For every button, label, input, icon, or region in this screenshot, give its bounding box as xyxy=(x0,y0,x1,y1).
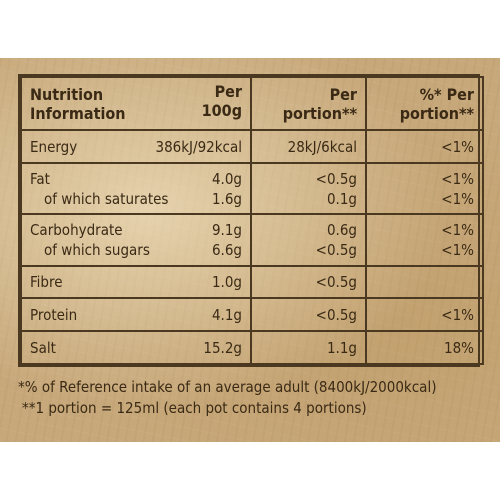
row-per100: 9.1g xyxy=(212,220,242,240)
row-sub-portion: <0.5g xyxy=(260,240,357,260)
carbohydrate-name-cell: Carbohydrate 9.1g of which sugars 6.6g xyxy=(21,214,251,265)
fat-name-cell: Fat 4.0g of which saturates 1.6g xyxy=(21,163,251,214)
row-sub-name: of which saturates xyxy=(30,189,168,209)
row-sub-name: of which sugars xyxy=(30,240,150,260)
table-header-row: Nutrition Information Per 100g Per porti… xyxy=(21,77,483,130)
footnote-reference-intake: *% of Reference intake of an average adu… xyxy=(18,377,488,398)
fibre-name-cell: Fibre 1.0g xyxy=(21,266,251,299)
row-portion: 28kJ/6kcal xyxy=(251,130,366,163)
row-sub-per100: 6.6g xyxy=(212,240,242,260)
fat-portion-cell: <0.5g 0.1g xyxy=(251,163,366,214)
nutrition-table: Nutrition Information Per 100g Per porti… xyxy=(18,74,480,367)
row-portion: <0.5g xyxy=(251,266,366,299)
header-portion-line1: Per xyxy=(260,85,357,104)
row-ri: <1% xyxy=(375,169,474,189)
row-portion: 1.1g xyxy=(251,331,366,364)
footnote-portion-size: **1 portion = 125ml (each pot contains 4… xyxy=(18,398,488,419)
row-ri: <1% xyxy=(366,298,483,331)
row-name: Salt xyxy=(30,338,56,358)
energy-name-cell: Energy 386kJ/92kcal xyxy=(21,130,251,163)
footnotes: *% of Reference intake of an average adu… xyxy=(18,377,488,419)
carbohydrate-portion-cell: 0.6g <0.5g xyxy=(251,214,366,265)
nutrition-table-grid: Nutrition Information Per 100g Per porti… xyxy=(20,76,484,365)
row-sub-per100: 1.6g xyxy=(212,189,242,209)
carbohydrate-ri-cell: <1% <1% xyxy=(366,214,483,265)
fat-ri-cell: <1% <1% xyxy=(366,163,483,214)
row-per100: 1.0g xyxy=(212,272,242,292)
header-per-100g: Per 100g xyxy=(202,82,242,120)
protein-name-cell: Protein 4.1g xyxy=(21,298,251,331)
row-portion: <0.5g xyxy=(260,169,357,189)
header-reference-intake: %* Per portion** xyxy=(366,77,483,130)
row-ri: <1% xyxy=(375,220,474,240)
header-ri-line2: portion** xyxy=(375,104,474,123)
row-name: Energy xyxy=(30,137,77,157)
row-ri: <1% xyxy=(366,130,483,163)
header-ri-line1: %* Per xyxy=(375,85,474,104)
salt-name-cell: Salt 15.2g xyxy=(21,331,251,364)
row-portion: <0.5g xyxy=(251,298,366,331)
row-per100: 386kJ/92kcal xyxy=(155,137,242,157)
row-per100: 4.0g xyxy=(212,169,242,189)
table-row-fat: Fat 4.0g of which saturates 1.6g <0.5g 0… xyxy=(21,163,483,214)
row-sub-portion: 0.1g xyxy=(260,189,357,209)
table-row-fibre: Fibre 1.0g <0.5g xyxy=(21,266,483,299)
table-row-protein: Protein 4.1g <0.5g <1% xyxy=(21,298,483,331)
row-portion: 0.6g xyxy=(260,220,357,240)
row-ri: 18% xyxy=(366,331,483,364)
row-name: Fibre xyxy=(30,272,63,292)
header-per-portion: Per portion** xyxy=(251,77,366,130)
row-sub-ri: <1% xyxy=(375,240,474,260)
row-name: Protein xyxy=(30,305,77,325)
row-per100: 4.1g xyxy=(212,305,242,325)
row-sub-ri: <1% xyxy=(375,189,474,209)
table-row-salt: Salt 15.2g 1.1g 18% xyxy=(21,331,483,364)
row-ri xyxy=(366,266,483,299)
table-row-carbohydrate: Carbohydrate 9.1g of which sugars 6.6g 0… xyxy=(21,214,483,265)
row-per100: 15.2g xyxy=(203,338,242,358)
header-portion-line2: portion** xyxy=(260,104,357,123)
row-name: Carbohydrate xyxy=(30,220,123,240)
header-per100-line1: Per xyxy=(202,82,242,101)
header-nutrition-per100: Nutrition Information Per 100g xyxy=(21,77,251,130)
row-name: Fat xyxy=(30,169,50,189)
header-per100-line2: 100g xyxy=(202,101,242,120)
table-row-energy: Energy 386kJ/92kcal 28kJ/6kcal <1% xyxy=(21,130,483,163)
